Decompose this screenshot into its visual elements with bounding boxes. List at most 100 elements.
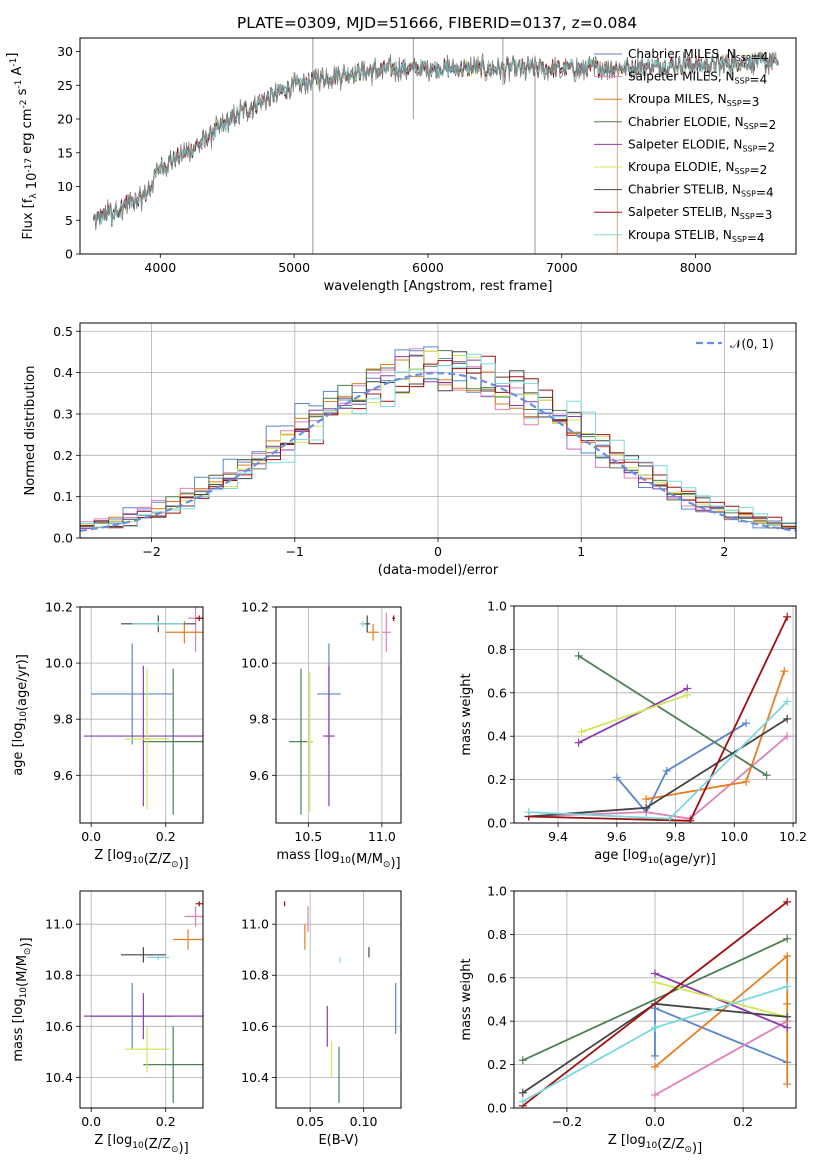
residuals-xlabel: (data-model)/error bbox=[378, 563, 499, 578]
age-vs-Z-ytick-label-3: 10.2 bbox=[45, 600, 73, 615]
gaussian-curve bbox=[80, 371, 796, 532]
spectrum-ylabel: Flux [fλ 10-17 erg cm-2 s-1 A-1] bbox=[5, 53, 40, 240]
spectrum-plot-area bbox=[93, 38, 779, 254]
weight-vs-Z-frame bbox=[513, 890, 797, 1109]
spectrum-ytick-label-4: 20 bbox=[57, 112, 73, 127]
residuals-xtick-label-0: −2 bbox=[142, 544, 160, 559]
spectrum-ytick-label-6: 30 bbox=[57, 44, 73, 59]
residuals-ytick-label-0: 0.0 bbox=[53, 531, 73, 546]
weight-vs-age-marker-chabrier-elodie-1 bbox=[762, 771, 771, 780]
weight-vs-age-plot-area bbox=[524, 612, 792, 823]
spectrum-xtick-label-2: 6000 bbox=[412, 260, 444, 275]
weight-vs-Z-ytick-label-5: 1.0 bbox=[487, 884, 507, 899]
weight-vs-age-line-salpeter-elodie bbox=[578, 687, 688, 744]
spectrum-xlabel: wavelength [Angstrom, rest frame] bbox=[324, 279, 553, 294]
weight-vs-age-line-chabrier-elodie bbox=[578, 655, 768, 777]
weight-vs-Z-line-salpeter-elodie bbox=[654, 972, 788, 1029]
spectrum-axes: 4000 5000 6000 7000 8000 0 5 10 15 20 25 30 waveleng… bbox=[5, 37, 797, 294]
age-vs-mass-ytick-label-1: 9.8 bbox=[249, 712, 269, 727]
weight-vs-Z-ytick-label-1: 0.2 bbox=[487, 1057, 507, 1072]
weight-vs-age-marker-kroupa-miles-0 bbox=[642, 795, 651, 804]
mass-vs-ebv-ytick-label-0: 10.4 bbox=[241, 1070, 269, 1085]
weight-vs-age-line-chabrier-miles bbox=[616, 722, 747, 814]
weight-vs-Z-ytick-label-0: 0.0 bbox=[487, 1101, 507, 1116]
mass-vs-ebv-axes: 0.05 0.10 10.4 10.6 10.8 11.0 E(B-V) bbox=[241, 890, 402, 1148]
weight-vs-Z-marker-salpeter-miles-0 bbox=[651, 1090, 659, 1099]
age-vs-Z-ytick-label-2: 10.0 bbox=[45, 656, 73, 671]
mass-vs-ebv-ytick-label-3: 11.0 bbox=[241, 917, 269, 932]
age-vs-Z-ytick-label-0: 9.6 bbox=[53, 768, 73, 783]
residuals-plot-area bbox=[80, 346, 796, 533]
weight-vs-Z-marker-chabrier-stelib-0 bbox=[518, 1088, 527, 1097]
weight-vs-age-marker-chabrier-miles-0 bbox=[612, 773, 621, 782]
age-vs-Z-xtick-label-0: 0.0 bbox=[81, 829, 101, 844]
age-vs-mass-xtick-label-0: 10.5 bbox=[294, 829, 322, 844]
weight-vs-age-marker-kroupa-stelib-0 bbox=[524, 808, 533, 817]
mass-vs-Z-xtick-label-1: 0.2 bbox=[156, 1114, 176, 1129]
age-vs-mass-ytick-label-2: 10.0 bbox=[241, 656, 269, 671]
weight-vs-age-marker-kroupa-stelib-1 bbox=[665, 814, 674, 823]
weight-vs-Z-marker-salpeter-stelib-1 bbox=[783, 897, 792, 906]
weight-vs-Z-ytick-label-4: 0.8 bbox=[487, 927, 507, 942]
mass-vs-Z-ytick-label-1: 10.6 bbox=[45, 1019, 73, 1034]
weight-vs-age-marker-kroupa-elodie-1 bbox=[683, 690, 692, 699]
legend-label-8: Kroupa STELIB, NSSP=4 bbox=[628, 228, 765, 245]
age-vs-Z-plot-area bbox=[83, 607, 203, 815]
age-vs-Z-xtick-label-1: 0.2 bbox=[156, 829, 176, 844]
weight-vs-Z-xtick-label-2: 0.2 bbox=[733, 1114, 753, 1129]
age-vs-Z-xlabel: Z [log10(Z/Z⊙)] bbox=[94, 848, 188, 871]
age-vs-Z-frame bbox=[79, 606, 204, 824]
weight-vs-age-xtick-label-2: 9.8 bbox=[666, 829, 686, 844]
age-vs-mass-xtick-label-1: 11.0 bbox=[368, 829, 396, 844]
legend-label-7: Salpeter STELIB, NSSP=3 bbox=[628, 205, 772, 222]
weight-vs-age-ytick-label-1: 0.2 bbox=[487, 772, 507, 787]
weight-vs-age-marker-kroupa-stelib-2 bbox=[783, 697, 792, 706]
weight-vs-age-marker-chabrier-elodie-0 bbox=[574, 651, 583, 660]
mass-vs-Z-ylabel: mass [log10(M/M⊙)] bbox=[11, 937, 34, 1061]
residuals-xtick-label-1: −1 bbox=[286, 544, 304, 559]
hist-kroupa-stelib bbox=[80, 353, 796, 532]
weight-vs-age-line-kroupa-elodie bbox=[581, 694, 688, 733]
residuals-ytick-label-1: 0.1 bbox=[53, 489, 73, 504]
weight-vs-age-marker-salpeter-miles-3 bbox=[783, 732, 792, 741]
weight-vs-Z-line-salpeter-miles bbox=[654, 1020, 788, 1096]
weight-vs-Z-axes: −0.2 0.0 0.2 0.0 0.2 0.4 0.6 0.8 1.0 Z [log10(Z/Z… bbox=[459, 884, 797, 1156]
weight-vs-age-axes: 9.4 9.6 9.8 10.0 10.2 0.0 0.2 0.4 0.6 0.8 1.0 age [… bbox=[459, 599, 807, 868]
weight-vs-age-xtick-label-0: 9.4 bbox=[548, 829, 568, 844]
residuals-xtick-label-3: 1 bbox=[577, 544, 585, 559]
weight-vs-age-marker-chabrier-stelib-2 bbox=[783, 714, 792, 723]
weight-vs-age-ytick-label-3: 0.6 bbox=[487, 685, 507, 700]
weight-vs-Z-xlabel: Z [log10(Z/Z⊙)] bbox=[608, 1133, 702, 1156]
spectrum-ytick-label-1: 5 bbox=[65, 213, 73, 228]
weight-vs-age-marker-kroupa-miles-2 bbox=[780, 667, 789, 676]
weight-vs-age-marker-chabrier-miles-2 bbox=[662, 766, 671, 775]
weight-vs-Z-marker-kroupa-stelib-1 bbox=[651, 1023, 659, 1032]
residuals-xtick-label-2: 0 bbox=[434, 544, 442, 559]
legend-label-1: Salpeter MILES, NSSP=4 bbox=[628, 70, 767, 87]
weight-vs-Z-ytick-label-3: 0.6 bbox=[487, 970, 507, 985]
spectrum-xtick-label-3: 7000 bbox=[546, 260, 578, 275]
spectrum-ytick-label-3: 15 bbox=[57, 145, 73, 160]
weight-vs-Z-line-chabrier-elodie bbox=[522, 937, 788, 1062]
weight-vs-Z-marker-chabrier-elodie-0 bbox=[518, 1056, 527, 1065]
gaussian-legend-label: 𝒩(0, 1) bbox=[730, 337, 774, 351]
age-vs-Z-axes: 0.0 0.2 9.6 9.8 10.0 10.2 Z [log10(Z/Z⊙)] age [… bbox=[11, 600, 204, 871]
weight-vs-Z-marker-kroupa-stelib-0 bbox=[518, 1097, 527, 1106]
mass-vs-Z-axes: 0.0 0.2 10.4 10.6 10.8 11.0 Z [log10(Z/Z⊙)] mas… bbox=[11, 890, 204, 1156]
weight-vs-Z-marker-chabrier-stelib-2 bbox=[783, 1012, 792, 1021]
weight-vs-Z-plot-area bbox=[518, 897, 792, 1108]
mass-vs-Z-ytick-label-3: 11.0 bbox=[45, 917, 73, 932]
age-vs-mass-plot-area bbox=[289, 612, 396, 815]
age-vs-mass-xlabel: mass [log10(M/M⊙)] bbox=[276, 848, 400, 871]
legend-label-6: Chabrier STELIB, NSSP=4 bbox=[628, 183, 774, 200]
weight-vs-age-marker-kroupa-elodie-0 bbox=[577, 727, 586, 736]
mass-vs-ebv-xtick-label-0: 0.05 bbox=[296, 1114, 324, 1129]
spectrum-ytick-label-5: 25 bbox=[57, 78, 73, 93]
weight-vs-age-xlabel: age [log10(age/yr)] bbox=[594, 848, 716, 867]
mass-vs-Z-frame bbox=[79, 890, 204, 1109]
mass-vs-ebv-ytick-label-2: 10.8 bbox=[241, 968, 269, 983]
residuals-ytick-label-2: 0.2 bbox=[53, 448, 73, 463]
weight-vs-age-frame bbox=[513, 605, 797, 824]
spectrum-ytick-label-0: 0 bbox=[65, 247, 73, 262]
